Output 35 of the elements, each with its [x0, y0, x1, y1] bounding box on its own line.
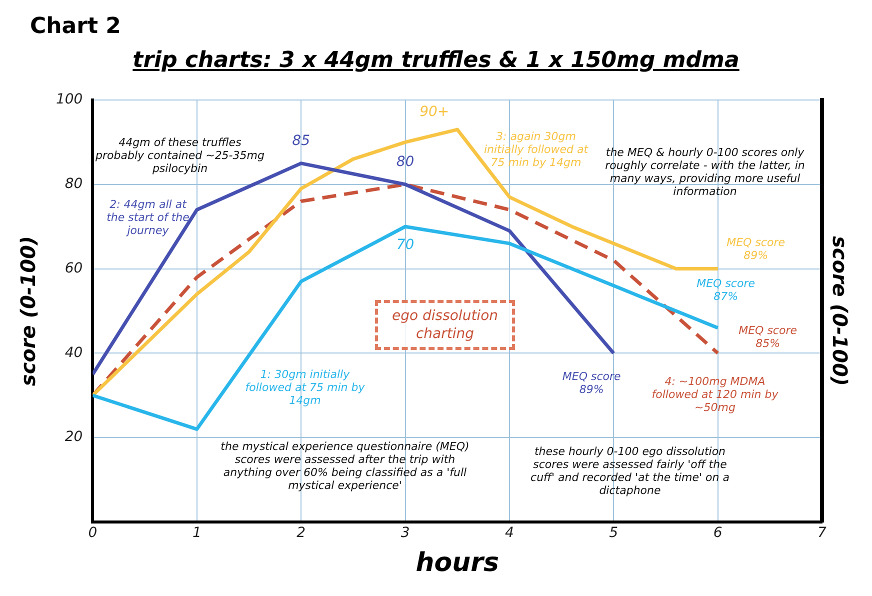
x-tick-label: 3 — [400, 525, 410, 542]
annotation: the MEQ & hourly 0-100 scores only roughly correlate - with the latter, in many ways, providing more useful information — [605, 146, 805, 198]
x-axis-title: hours — [416, 548, 499, 578]
x-tick-label: 0 — [88, 525, 98, 542]
chart-title: trip charts: 3 x 44gm truffles & 1 x 150mg mdma — [132, 48, 740, 73]
y-axis-title: score (0-100) — [16, 236, 40, 386]
y-tick-label: 60 — [64, 260, 83, 276]
x-tick-label: 5 — [609, 525, 618, 542]
annotation: 90+ — [418, 104, 450, 120]
x-tick-label: 4 — [504, 525, 514, 542]
chart-subtitle: Chart 2 — [30, 14, 121, 39]
annotation: MEQ score 87% — [696, 276, 756, 303]
x-tick-label: 1 — [192, 525, 202, 542]
annotation: the mystical experience questionnaire (MEQ) scores were assessed after the trip with anything over 60% being classified as a 'full mystical experience' — [220, 440, 470, 492]
annotation: these hourly 0-100 ego dissolution scores were assessed fairly 'off the cuff' and recorded 'at the time' on a dictaphone — [530, 445, 730, 497]
annotation: 80 — [395, 154, 416, 170]
annotation: 85 — [291, 133, 311, 150]
y-tick-label: 40 — [64, 344, 83, 361]
annotation: MEQ score 89% — [561, 370, 622, 396]
y2-axis-title: score (0-100) — [828, 236, 852, 386]
series-label: 3: again 30gm initially followed at 75 min by 14gm — [482, 130, 590, 169]
y-tick-label: 100 — [56, 92, 83, 108]
series-label: 2: 44gm all at the start of the journey — [106, 198, 190, 237]
y-tick-label: 20 — [64, 429, 83, 446]
y-tick-label: 80 — [64, 176, 83, 192]
x-tick-label: 7 — [818, 525, 827, 542]
series-label: 1: 30gm initially followed at 75 min by 14gm — [244, 368, 366, 407]
text: 4: ~100mg MDMA followed at 120 min by ~50mg — [650, 375, 780, 414]
annotation: ego dissolution charting — [375, 300, 515, 350]
annotation: MEQ score 85% — [738, 324, 798, 350]
x-tick-label: 2 — [296, 525, 306, 542]
x-tick-label: 6 — [713, 525, 722, 542]
annotation: 44gm of these truffles probably contained ~25-35mg psilocybin — [95, 136, 265, 175]
annotation: MEQ score 89% — [726, 236, 786, 262]
annotation: 70 — [395, 236, 416, 253]
